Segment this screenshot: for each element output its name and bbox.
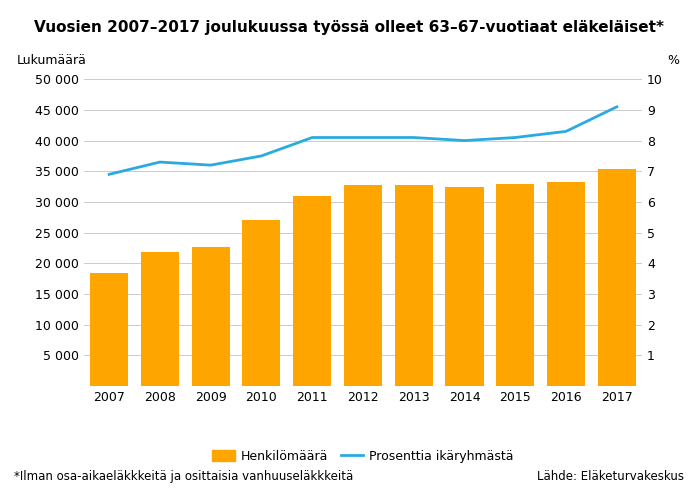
Bar	[242, 220, 281, 386]
Bar	[445, 187, 484, 386]
Bar	[293, 196, 332, 386]
Text: Lukumäärä: Lukumäärä	[17, 54, 87, 67]
Bar	[192, 247, 230, 386]
Bar	[597, 169, 636, 386]
Legend: Henkilömäärä, Prosenttia ikäryhmästä: Henkilömäärä, Prosenttia ikäryhmästä	[207, 445, 519, 467]
Text: Lähde: Eläketurvakeskus: Lähde: Eläketurvakeskus	[537, 470, 684, 483]
Bar	[547, 182, 585, 386]
Text: %: %	[667, 54, 679, 67]
Bar	[141, 252, 179, 386]
Bar	[90, 273, 128, 386]
Text: *Ilman osa-aikaeläkkkeitä ja osittaisia vanhuuseläkkkeitä: *Ilman osa-aikaeläkkkeitä ja osittaisia …	[14, 470, 353, 483]
Bar	[394, 185, 433, 386]
Bar	[344, 185, 382, 386]
Bar	[496, 184, 534, 386]
Text: Vuosien 2007–2017 joulukuussa työssä olleet 63–67-vuotiaat eläkeläiset*: Vuosien 2007–2017 joulukuussa työssä oll…	[34, 20, 664, 35]
